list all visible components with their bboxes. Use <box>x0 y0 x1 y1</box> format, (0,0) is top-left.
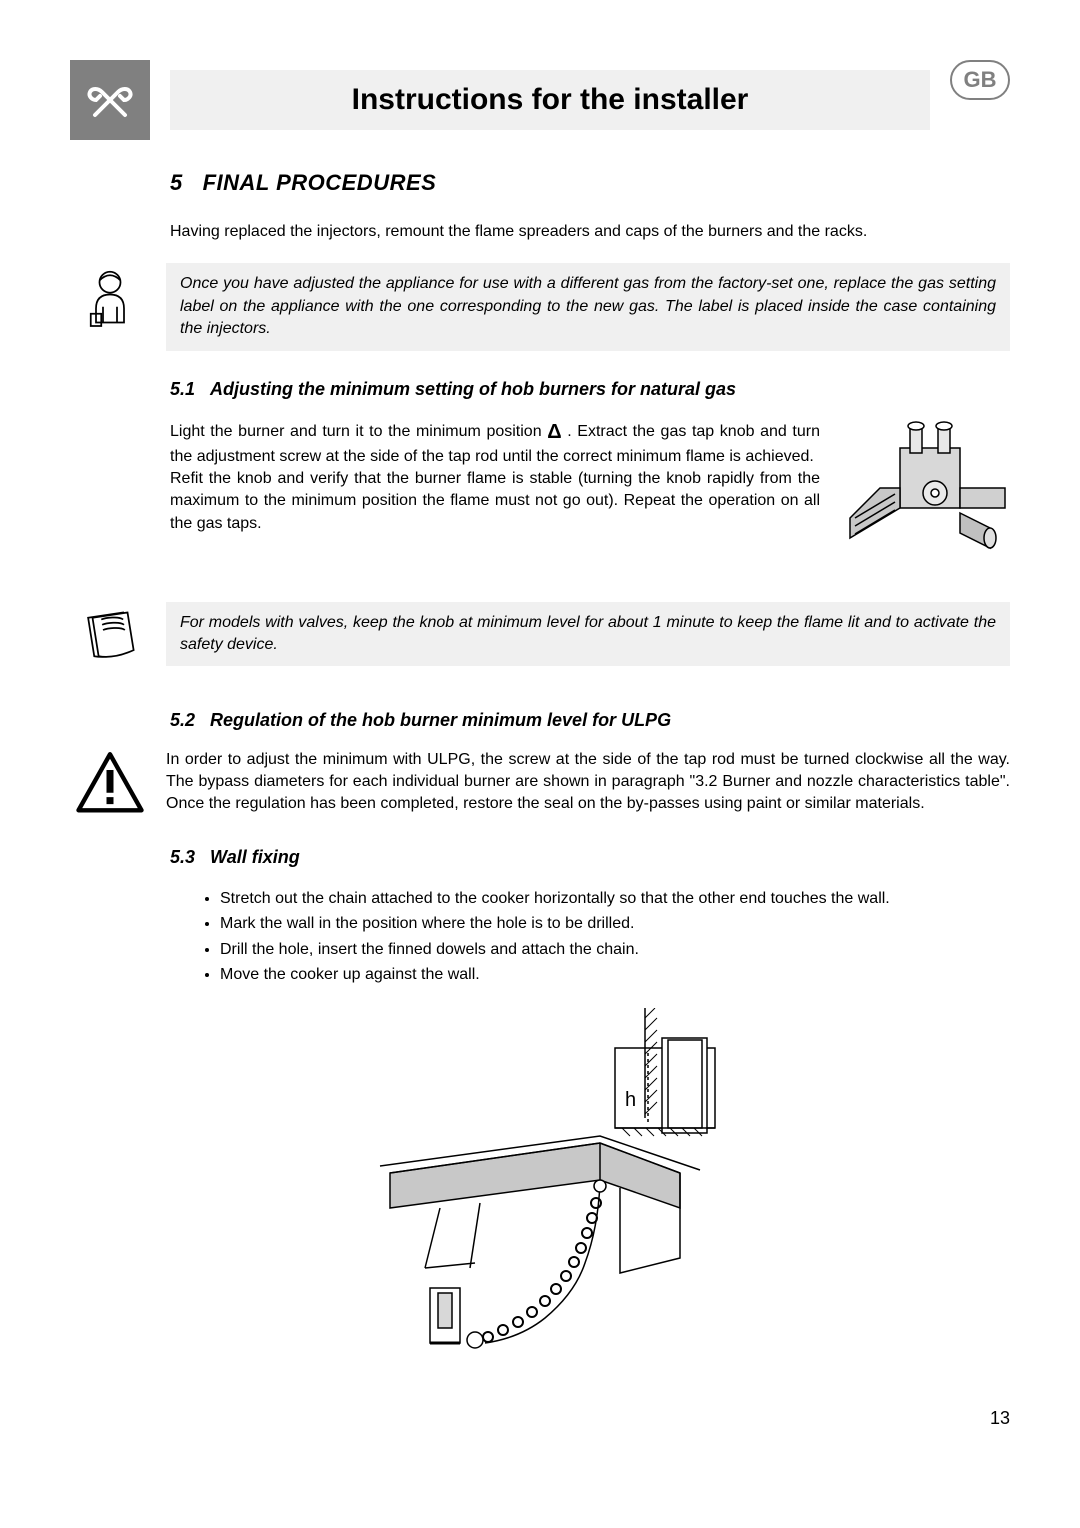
main-content: 5 FINAL PROCEDURES Having replaced the i… <box>170 170 1010 1378</box>
note-valve: For models with valves, keep the knob at… <box>70 602 1010 682</box>
installer-icon <box>70 263 150 343</box>
page-number: 13 <box>70 1408 1010 1429</box>
list-item: Move the cooker up against the wall. <box>220 962 1010 988</box>
delta-symbol: Δ <box>547 421 561 443</box>
section-heading: 5 FINAL PROCEDURES <box>170 170 1010 196</box>
region-code: GB <box>964 67 997 93</box>
gas-tap-figure <box>840 418 1010 578</box>
wall-fixing-diagram: h <box>170 1008 1010 1378</box>
note-page-icon <box>70 602 150 682</box>
list-item: Drill the hole, insert the finned dowels… <box>220 937 1010 963</box>
title-bar: Instructions for the installer <box>170 70 930 130</box>
list-item: Stretch out the chain attached to the co… <box>220 886 1010 912</box>
diagram-h-label: h <box>625 1089 636 1111</box>
intro-paragraph: Having replaced the injectors, remount t… <box>170 221 1010 243</box>
subheading-5-1: 5.1 Adjusting the minimum setting of hob… <box>170 379 1010 400</box>
subheading-5-2: 5.2 Regulation of the hob burner minimum… <box>170 710 1010 731</box>
warning-icon <box>70 749 150 829</box>
section-5-1-body: Light the burner and turn it to the mini… <box>170 418 1010 578</box>
page-title: Instructions for the installer <box>352 83 749 117</box>
note-installer-text: Once you have adjusted the appliance for… <box>166 263 1010 350</box>
note-valve-text: For models with valves, keep the knob at… <box>166 602 1010 667</box>
section-5-2-body: In order to adjust the minimum with ULPG… <box>70 749 1010 829</box>
tools-icon <box>70 60 150 140</box>
list-item: Mark the wall in the position where the … <box>220 911 1010 937</box>
note-installer: Once you have adjusted the appliance for… <box>70 263 1010 350</box>
region-badge: GB <box>950 60 1010 100</box>
section-5-2-text: In order to adjust the minimum with ULPG… <box>166 749 1010 816</box>
subheading-5-3: 5.3 Wall fixing <box>170 847 1010 868</box>
wall-fixing-list: Stretch out the chain attached to the co… <box>220 886 1010 988</box>
section-5-1-text: Light the burner and turn it to the mini… <box>170 418 820 578</box>
page-header: Instructions for the installer GB <box>70 60 1010 140</box>
